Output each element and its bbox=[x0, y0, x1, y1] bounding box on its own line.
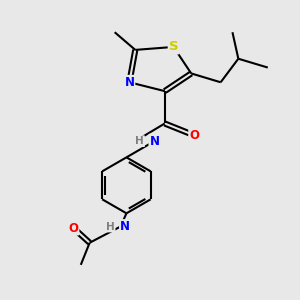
Text: N: N bbox=[149, 135, 159, 148]
Text: S: S bbox=[169, 40, 178, 53]
Text: H: H bbox=[135, 136, 144, 146]
Text: N: N bbox=[124, 76, 134, 89]
Text: H: H bbox=[106, 222, 115, 232]
Text: O: O bbox=[189, 129, 199, 142]
Text: O: O bbox=[68, 221, 78, 235]
Text: N: N bbox=[120, 220, 130, 233]
